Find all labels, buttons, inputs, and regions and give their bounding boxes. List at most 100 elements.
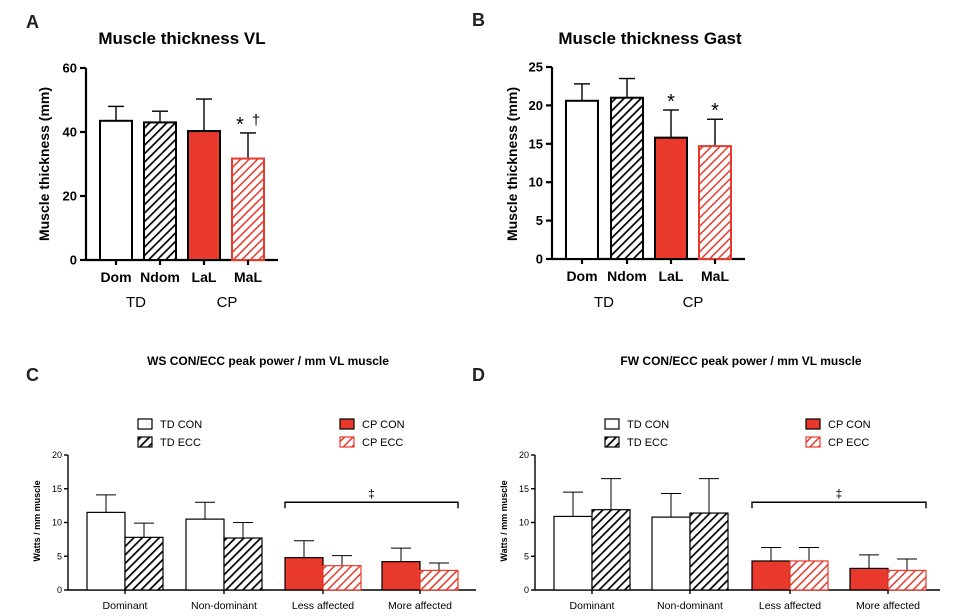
chart-a-significance-mark: † (252, 112, 260, 129)
chart-a-group-cp: CP (217, 294, 238, 311)
chart-c-bar (185, 518, 225, 591)
chart-b-y-tick-label: 15 (529, 136, 543, 151)
chart-c-y-tick-label: 15 (52, 484, 62, 494)
chart-c-bar (86, 511, 126, 591)
chart-c-ylabel: Watts / mm muscle (32, 480, 42, 561)
chart-c-bar (322, 565, 362, 591)
chart-d-y-tick-label: 20 (519, 450, 529, 460)
chart-b-bar (610, 96, 644, 260)
chart-d-y-tick-label: 15 (519, 484, 529, 494)
legend-swatch-td-ecc (137, 436, 153, 448)
chart-b-bar (654, 136, 688, 261)
chart-b-x-tick-label: Ndom (607, 268, 647, 284)
chart-d-significance-bracket (751, 501, 927, 509)
chart-d-x-tick-label: Non-dominant (657, 600, 723, 612)
chart-d-x-tick-label: Dominant (570, 600, 615, 612)
chart-d-y-tick-label: 10 (519, 518, 529, 528)
chart-b-ylabel: Muscle thickness (mm) (504, 87, 520, 241)
chart-a-y-tick-label: 60 (63, 61, 77, 76)
legend-label-td-con: TD CON (627, 419, 669, 431)
legend-label-cp-ecc: CP ECC (362, 437, 403, 449)
chart-a-x-tick-label: LaL (192, 269, 217, 285)
chart-c-y-tick-label: 10 (52, 518, 62, 528)
chart-a-significance-mark: * (236, 114, 244, 136)
chart-a-bar (231, 157, 265, 261)
chart-d-bar (789, 560, 829, 591)
chart-b-y-tick-label: 0 (536, 252, 543, 267)
chart-b-y-tick-label: 25 (529, 60, 543, 75)
chart-d-bar (887, 569, 927, 591)
chart-c-y-tick-label: 0 (57, 585, 62, 595)
chart-c-y-tick-label: 5 (57, 551, 62, 561)
chart-c-y-tick-label: 20 (52, 450, 62, 460)
chart-b-y-tick-label: 10 (529, 175, 543, 190)
panel-letter-a: A (26, 12, 39, 32)
chart-c-x-tick-label: Dominant (103, 600, 148, 612)
chart-d-significance-mark: ‡ (836, 486, 843, 500)
chart-a-x-tick-label: MaL (234, 269, 262, 285)
chart-b-y-tick-label: 20 (529, 98, 543, 113)
chart-c-bar (284, 556, 324, 591)
chart-b-bar (565, 99, 599, 260)
chart-a-ylabel: Muscle thickness (mm) (36, 87, 52, 241)
panel-letter-b: B (472, 10, 485, 30)
legend-swatch-cp-ecc (339, 436, 355, 448)
chart-c-bar (223, 537, 263, 591)
panel-letter-c: C (26, 365, 39, 385)
chart-c-bar (381, 561, 421, 591)
chart-a-y-tick-label: 0 (70, 253, 77, 268)
panel-letter-d: D (472, 365, 485, 385)
chart-d-bar (689, 512, 729, 591)
legend-label-cp-ecc: CP ECC (828, 437, 869, 449)
chart-b-x-tick-label: MaL (701, 268, 729, 284)
chart-d-bar (849, 567, 889, 591)
chart-a-y-tick-label: 40 (63, 125, 77, 140)
legend-label-td-con: TD CON (160, 419, 202, 431)
chart-b-x-tick-label: LaL (659, 268, 684, 284)
chart-c-x-tick-label: More affected (388, 600, 452, 612)
chart-a-group-td: TD (126, 294, 146, 311)
legend-label-td-ecc: TD ECC (627, 437, 668, 449)
chart-d-bar (553, 515, 593, 591)
chart-c-legend: TD CON TD ECC CP CON CP ECC (137, 418, 405, 449)
chart-a-x-tick-label: Ndom (140, 269, 180, 285)
chart-b-x-tick-label: Dom (566, 268, 597, 284)
chart-d-legend: TD CON TD ECC CP CON CP ECC (604, 418, 871, 449)
chart-d-x-tick-label: More affected (856, 600, 920, 612)
chart-b-significance-mark: * (667, 91, 675, 113)
chart-c-bar (124, 536, 164, 591)
chart-d-bar (591, 509, 631, 591)
chart-b-group-cp: CP (683, 294, 704, 311)
chart-c-x-tick-label: Non-dominant (191, 600, 257, 612)
legend-swatch-cp-con (805, 418, 821, 430)
chart-a-x-tick-label: Dom (100, 269, 131, 285)
chart-b-group-td: TD (594, 294, 614, 311)
legend-swatch-cp-ecc (805, 436, 821, 448)
chart-marks: 0 20 40 60 Dom Ndom LaL MaL * † 0 5 10 15 20 25 Dom Ndom L… (52, 60, 940, 612)
chart-a-bar (99, 119, 133, 261)
chart-a-bar (187, 130, 221, 261)
chart-c-significance-mark: ‡ (368, 486, 375, 500)
legend-swatch-td-con (604, 418, 620, 430)
chart-b-y-tick-label: 5 (536, 213, 543, 228)
legend-swatch-cp-con (339, 418, 355, 430)
legend-label-td-ecc: TD ECC (160, 437, 201, 449)
chart-d-title: FW CON/ECC peak power / mm VL muscle (620, 354, 861, 368)
chart-c-x-tick-label: Less affected (292, 600, 354, 612)
chart-d-bar (651, 516, 691, 591)
chart-b-title: Muscle thickness Gast (558, 29, 742, 48)
chart-a-title: Muscle thickness VL (98, 29, 265, 48)
chart-d-x-tick-label: Less affected (759, 600, 821, 612)
chart-d-y-tick-label: 5 (524, 551, 529, 561)
chart-c-title: WS CON/ECC peak power / mm VL muscle (147, 354, 389, 368)
legend-swatch-td-con (137, 418, 153, 430)
chart-a-y-tick-label: 20 (63, 189, 77, 204)
chart-c-significance-bracket (284, 501, 459, 509)
chart-b-bar (698, 145, 732, 260)
chart-d-y-tick-label: 0 (524, 585, 529, 595)
legend-swatch-td-ecc (604, 436, 620, 448)
chart-b-significance-mark: * (711, 100, 719, 122)
chart-a-bar (143, 121, 177, 262)
legend-label-cp-con: CP CON (362, 419, 405, 431)
